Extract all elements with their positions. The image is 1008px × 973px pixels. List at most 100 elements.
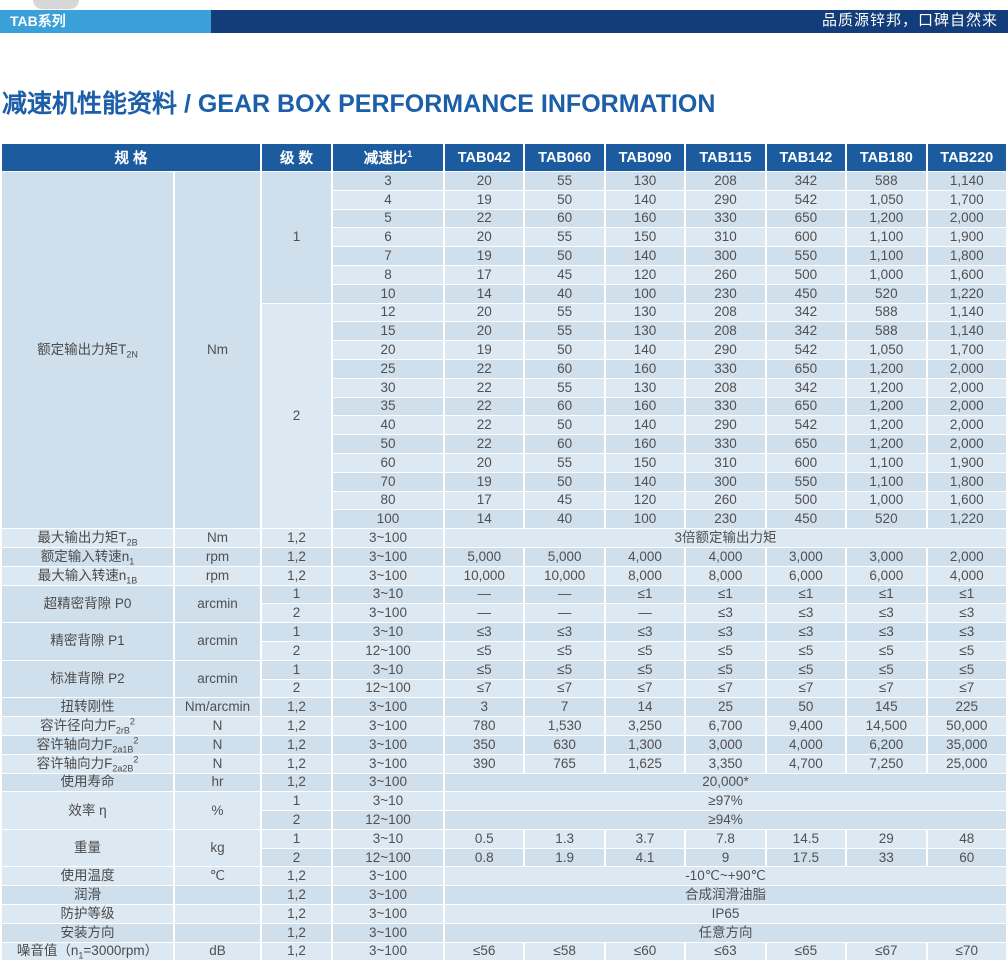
- value-cell: ≤1: [925, 584, 1008, 605]
- spec-label-cell: 润滑: [0, 885, 175, 906]
- value-cell: 208: [684, 302, 767, 323]
- value-cell: 120: [603, 490, 687, 511]
- value-cell: ≤5: [845, 659, 928, 680]
- value-cell: 1,200: [845, 208, 928, 229]
- value-cell: 60: [523, 208, 606, 229]
- value-cell: 14: [442, 283, 526, 304]
- value-cell: 1,200: [845, 415, 928, 436]
- value-cell: —: [523, 603, 606, 624]
- table-row: 防护等级 1,2 3~100 IP65: [0, 904, 1008, 924]
- value-cell: 1,140: [925, 171, 1008, 191]
- stage-cell: 1: [260, 584, 333, 605]
- value-cell: 10,000: [442, 565, 526, 586]
- value-cell: 1,200: [845, 434, 928, 454]
- ratio-cell: 3~10: [331, 659, 445, 680]
- value-cell: 1,200: [845, 396, 928, 417]
- spec-label-cell: 噪音值（n1=3000rpm）: [0, 941, 175, 962]
- spec-label-cell: 安装方向: [0, 922, 175, 943]
- value-cell: 140: [603, 415, 687, 436]
- value-cell: 4,000: [764, 734, 848, 755]
- value-cell: 2,000: [925, 396, 1008, 417]
- value-cell: 20: [442, 227, 526, 248]
- value-cell: 22: [442, 377, 526, 398]
- value-cell: ≤3: [684, 622, 767, 642]
- model-header: TAB180: [845, 143, 928, 172]
- value-cell: 1,900: [925, 452, 1008, 473]
- ratio-cell: 3~100: [331, 904, 445, 924]
- value-cell: 2,000: [925, 546, 1008, 567]
- value-cell: 40: [523, 283, 606, 304]
- stage-cell: 1,2: [260, 753, 333, 774]
- top-banner: TAB系列 品质源锌邦，口碑自然来: [0, 10, 1008, 33]
- spec-label-cell: 使用寿命: [0, 772, 175, 793]
- table-row: 噪音值（n1=3000rpm） dB 1,2 3~100 ≤56 ≤58 ≤60 ≤63 ≤65…: [0, 941, 1008, 962]
- span-value-cell: 3倍额定输出力矩: [443, 528, 1008, 548]
- value-cell: 55: [523, 321, 606, 342]
- value-cell: 290: [684, 340, 767, 360]
- table-row: 扭转刚性 Nm/arcmin 1,2 3~100 3 7 14 25 50 145 225: [0, 697, 1008, 718]
- value-cell: ≤3: [845, 603, 928, 624]
- value-cell: 7,250: [845, 753, 928, 774]
- value-cell: —: [523, 584, 606, 605]
- value-cell: 520: [845, 283, 928, 304]
- value-cell: 1,100: [845, 452, 928, 473]
- unit-cell: rpm: [173, 546, 262, 567]
- model-header: TAB142: [764, 143, 848, 172]
- value-cell: 19: [442, 340, 526, 360]
- value-cell: ≤7: [684, 678, 767, 699]
- ratio-cell: 3: [331, 171, 445, 191]
- value-cell: 330: [684, 208, 767, 229]
- value-cell: 2,000: [925, 377, 1008, 398]
- table-body: 额定输出力矩T2N Nm 1 3 20 55 130 208 342 588 1,140 4 19 50 1…: [0, 170, 1008, 962]
- value-cell: 8,000: [603, 565, 687, 586]
- table-row: 2 3~100— — — ≤3 ≤3 ≤3 ≤3: [1, 603, 1008, 624]
- value-cell: 130: [603, 302, 687, 323]
- unit-cell: rpm: [173, 565, 262, 586]
- value-cell: 1,700: [925, 340, 1008, 360]
- value-cell: 3,000: [845, 546, 928, 567]
- spec-label-cell: 标准背隙 P2: [0, 659, 175, 699]
- spec-label-cell: 容许轴向力F2a1B2: [0, 734, 175, 755]
- value-cell: ≤3: [764, 622, 848, 642]
- stage-cell: 2: [260, 640, 333, 661]
- value-cell: 50,000: [925, 716, 1008, 736]
- value-cell: ≤3: [845, 622, 928, 642]
- ratio-cell: 3~10: [331, 828, 445, 849]
- value-cell: 3,000: [764, 546, 848, 567]
- value-cell: ≤63: [684, 941, 767, 962]
- value-cell: 130: [603, 171, 687, 191]
- span-value-cell: 20,000*: [443, 772, 1008, 793]
- value-cell: ≤5: [523, 659, 606, 680]
- value-cell: 9,400: [764, 716, 848, 736]
- value-cell: ≤5: [764, 640, 848, 661]
- spec-label-cell: 超精密背隙 P0: [0, 584, 175, 624]
- stage-cell: 2: [260, 603, 333, 624]
- value-cell: 1,600: [925, 490, 1008, 511]
- value-cell: 20: [442, 171, 526, 191]
- stage-cell: 2: [260, 302, 333, 530]
- value-cell: 600: [764, 227, 848, 248]
- stage-cell: 1,2: [260, 697, 333, 718]
- value-cell: 3.7: [603, 828, 687, 849]
- value-cell: 310: [684, 452, 767, 473]
- spec-label-cell: 精密背隙 P1: [0, 622, 175, 661]
- value-cell: 390: [442, 753, 526, 774]
- value-cell: ≤7: [764, 678, 848, 699]
- value-cell: 1,050: [845, 340, 928, 360]
- value-cell: 6,700: [684, 716, 767, 736]
- stage-cell: 1,2: [260, 716, 333, 736]
- value-cell: ≤5: [925, 640, 1008, 661]
- value-cell: 310: [684, 227, 767, 248]
- value-cell: 19: [442, 246, 526, 266]
- table-row: 额定输入转速n1 rpm 1,2 3~100 5,000 5,000 4,000 4,000 3…: [0, 546, 1008, 567]
- value-cell: 520: [845, 509, 928, 530]
- value-cell: 342: [764, 171, 848, 191]
- ratio-cell: 3~10: [331, 791, 445, 812]
- value-cell: 35,000: [925, 734, 1008, 755]
- ratio-cell: 5: [331, 208, 445, 229]
- unit-cell: hr: [173, 772, 262, 793]
- value-cell: 60: [523, 434, 606, 454]
- series-tab-label: TAB系列: [10, 13, 66, 29]
- ratio-cell: 12~100: [331, 640, 445, 661]
- value-cell: 208: [684, 321, 767, 342]
